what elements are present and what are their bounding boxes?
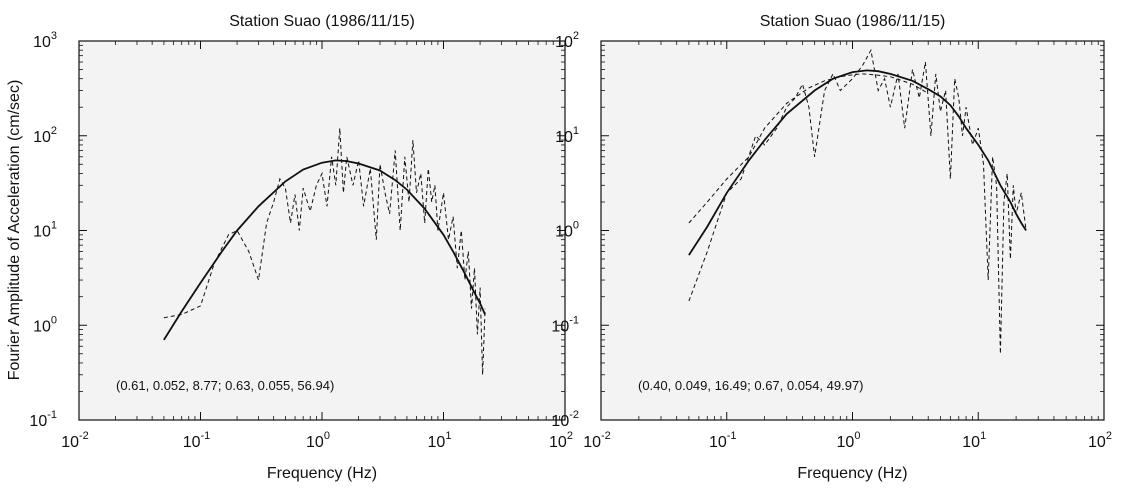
x-tick-label: 10-1 [183,430,211,451]
parameter-annotation: (0.40, 0.049, 16.49; 0.67, 0.054, 49.97) [638,378,864,393]
x-axis-label: Frequency (Hz) [267,465,377,482]
y-tick-label: 102 [33,125,57,146]
y-tick-label: 10-2 [551,409,579,430]
y-tick-label: 10-1 [551,314,579,335]
y-tick-label: 100 [555,220,579,241]
model-curve-series-0 [688,69,1027,256]
y-tick-label: 101 [33,220,57,241]
x-tick-label: 101 [962,430,986,451]
x-tick-label: 100 [837,430,861,451]
y-tick-label: 103 [33,30,57,51]
chart-title: Station Suao (1986/11/15) [229,13,415,30]
chart-panel-left: Station Suao (1986/11/15) Frequency (Hz) 1… [29,13,573,482]
parameter-annotation: (0.61, 0.052, 8.77; 0.63, 0.055, 56.94) [116,378,334,393]
x-tick-label: 10-1 [709,430,737,451]
x-tick-label: 101 [428,430,452,451]
x-axis-label: Frequency (Hz) [797,465,907,482]
plot-area [600,40,1105,421]
x-tick-label: 10-2 [583,430,611,451]
x-tick-label: 102 [1088,430,1112,451]
x-tick-label: 102 [549,430,573,451]
x-tick-label: 100 [306,430,330,451]
model-curve-series-0 [163,159,486,341]
y-tick-label: 101 [555,125,579,146]
plot-area [78,40,566,421]
observed-spectrum-series-2 [688,73,929,224]
y-tick-label: 100 [33,314,57,335]
y-tick-label: 102 [555,30,579,51]
chart-panel-right: Station Suao (1986/11/15) Frequency (Hz) 1… [551,13,1112,482]
x-tick-label: 10-2 [61,430,89,451]
y-tick-label: 10-1 [29,409,57,430]
y-axis-label: Fourier Amplitude of Acceleration (cm/se… [6,80,23,381]
chart-title: Station Suao (1986/11/15) [760,13,946,30]
